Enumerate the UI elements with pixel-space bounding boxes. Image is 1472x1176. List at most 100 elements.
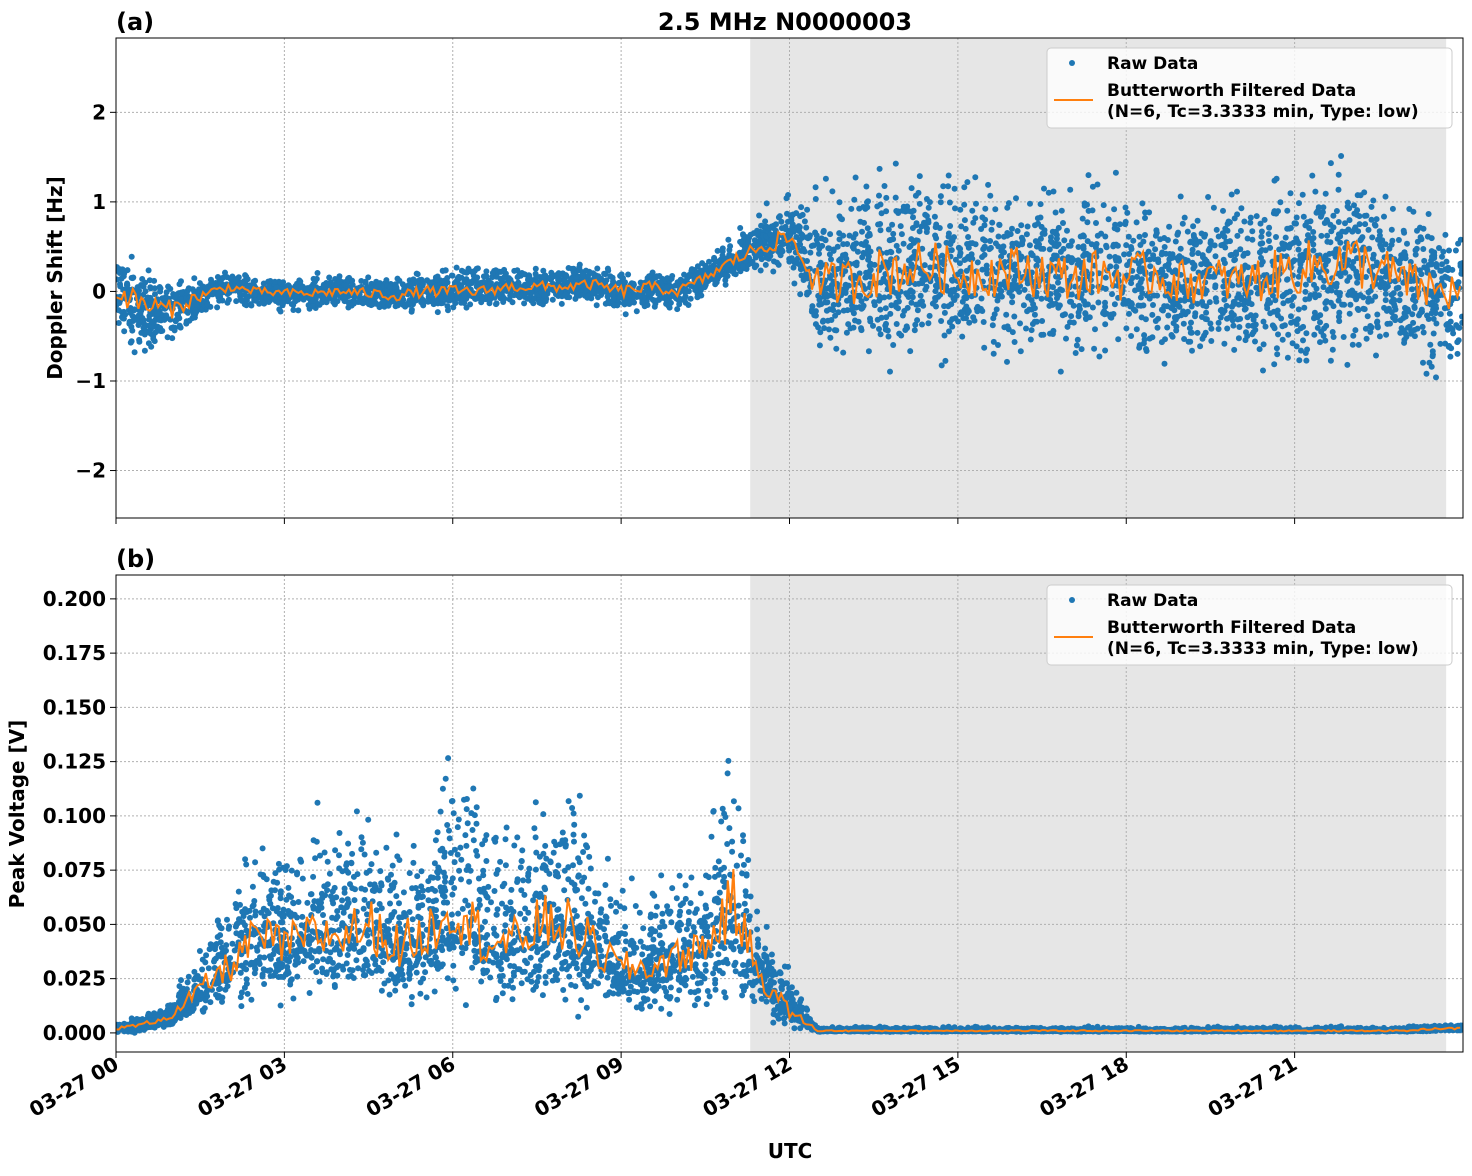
y-tick-label: 0.200 [43, 587, 106, 611]
raw-point [511, 292, 517, 298]
raw-point [1065, 324, 1071, 330]
raw-point [156, 317, 162, 323]
raw-point [1249, 237, 1255, 243]
raw-point [536, 300, 542, 306]
raw-point [1180, 221, 1186, 227]
raw-point [998, 282, 1004, 288]
raw-point [474, 266, 480, 272]
raw-point [1241, 251, 1247, 257]
raw-point [1106, 216, 1112, 222]
raw-point [1354, 280, 1360, 286]
raw-point [820, 318, 826, 324]
raw-point [647, 1003, 653, 1009]
raw-point [1433, 374, 1439, 380]
raw-point [926, 205, 932, 211]
raw-point [652, 304, 658, 310]
raw-point [167, 286, 173, 292]
raw-point [861, 242, 867, 248]
raw-point [1056, 225, 1062, 231]
raw-point [1055, 280, 1061, 286]
raw-point [261, 281, 267, 287]
raw-point [917, 228, 923, 234]
raw-point [1018, 348, 1024, 354]
raw-point [980, 236, 986, 242]
raw-point [715, 248, 721, 254]
raw-point [1114, 227, 1120, 233]
raw-point [150, 336, 156, 342]
raw-point [1286, 245, 1292, 251]
raw-point [533, 266, 539, 272]
raw-point [828, 256, 834, 262]
raw-point [1129, 301, 1135, 307]
raw-point [1189, 304, 1195, 310]
raw-point [683, 882, 689, 888]
raw-point [767, 252, 773, 258]
raw-point [1076, 310, 1082, 316]
raw-point [252, 292, 258, 298]
raw-point [409, 307, 415, 313]
raw-point [1312, 189, 1318, 195]
raw-point [807, 250, 813, 256]
y-tick-label: 0.075 [43, 858, 106, 882]
raw-point [740, 232, 746, 238]
panel-b-voltage: 0.0000.0250.0500.0750.1000.1250.1500.175… [43, 575, 1466, 1058]
raw-point [1032, 305, 1038, 311]
raw-point [128, 340, 134, 346]
raw-point [300, 876, 306, 882]
raw-point [999, 294, 1005, 300]
raw-point [1149, 241, 1155, 247]
raw-point [927, 199, 933, 205]
raw-point [797, 237, 803, 243]
raw-point [823, 176, 829, 182]
raw-point [1352, 327, 1358, 333]
raw-point [1058, 249, 1064, 255]
raw-point [854, 262, 860, 268]
raw-point [1112, 301, 1118, 307]
raw-point [1222, 245, 1228, 251]
raw-point [498, 269, 504, 275]
raw-point [824, 299, 830, 305]
raw-point [1080, 253, 1086, 259]
raw-point [702, 962, 708, 968]
raw-point [1281, 246, 1287, 252]
raw-point [883, 321, 889, 327]
raw-point [1434, 264, 1440, 270]
raw-point [1104, 244, 1110, 250]
raw-point [450, 273, 456, 279]
raw-point [1064, 228, 1070, 234]
raw-point [1204, 316, 1210, 322]
raw-point [1373, 353, 1379, 359]
raw-point [1364, 213, 1370, 219]
raw-point [1370, 256, 1376, 262]
raw-point [957, 246, 963, 252]
raw-point [1389, 227, 1395, 233]
raw-point [910, 294, 916, 300]
raw-point [1344, 278, 1350, 284]
raw-point [1092, 326, 1098, 332]
raw-point [1264, 305, 1270, 311]
raw-point [959, 310, 965, 316]
y-tick-label: 2 [92, 100, 106, 124]
raw-point [1038, 236, 1044, 242]
raw-point [204, 301, 210, 307]
raw-point [963, 295, 969, 301]
legend-raw-label: Raw Data [1107, 54, 1198, 74]
raw-point [924, 225, 930, 231]
raw-point [688, 296, 694, 302]
raw-point [1302, 296, 1308, 302]
raw-point [1039, 318, 1045, 324]
raw-point [695, 294, 701, 300]
raw-point [957, 207, 963, 213]
raw-point [898, 333, 904, 339]
raw-point [1111, 206, 1117, 212]
raw-point [580, 272, 586, 278]
raw-point [1203, 310, 1209, 316]
raw-point [1003, 312, 1009, 318]
raw-point [805, 235, 811, 241]
raw-point [1428, 301, 1434, 307]
raw-point [838, 216, 844, 222]
raw-point [1426, 316, 1432, 322]
raw-point [1301, 305, 1307, 311]
raw-point [136, 337, 142, 343]
raw-point [1336, 314, 1342, 320]
